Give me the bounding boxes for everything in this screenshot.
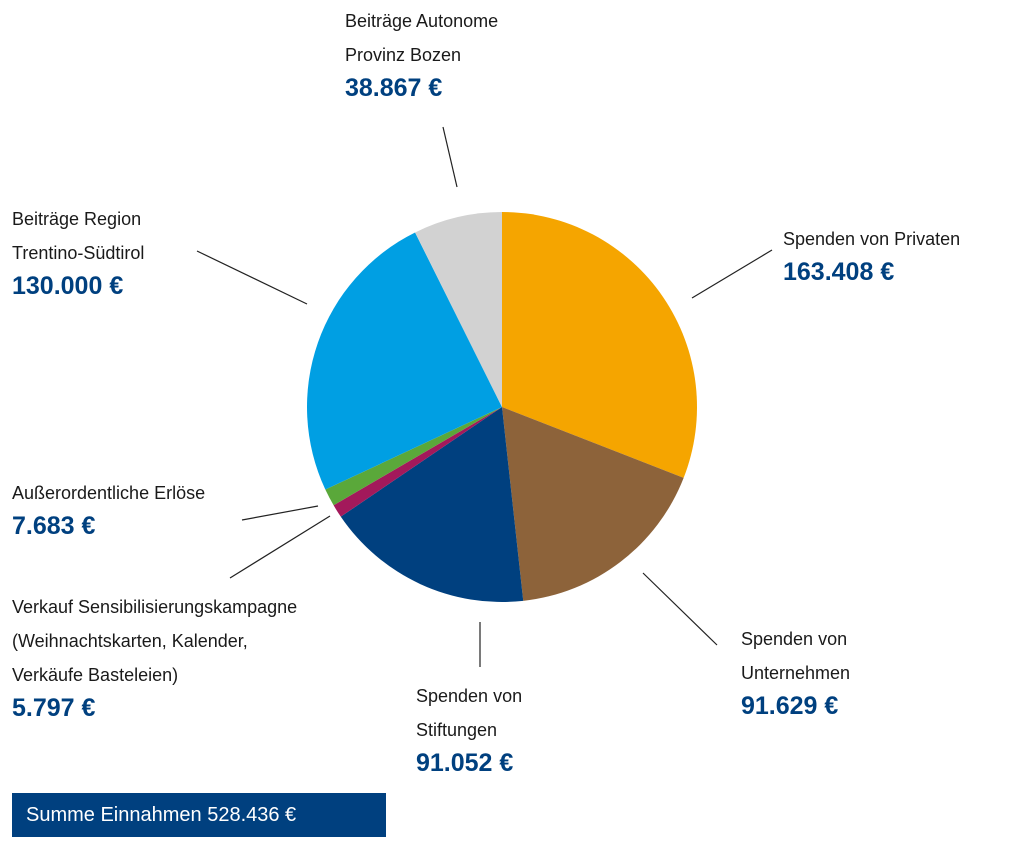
category: Spenden von Unternehmen — [741, 629, 851, 683]
pie-slice — [325, 407, 502, 506]
pie-slice — [306, 232, 502, 490]
category: Beiträge Region Trentino-Südtirol — [12, 209, 145, 263]
value-label: 91.052 € — [416, 749, 514, 777]
pie-slice — [502, 212, 697, 478]
leader-line — [241, 505, 319, 521]
leader-line — [229, 515, 331, 579]
value-label: 38.867 € — [345, 74, 443, 102]
slice-label: Beiträge Region Trentino-Südtirol 130.000… — [12, 202, 144, 302]
leader-line — [196, 250, 308, 305]
category: Spenden von Privaten — [783, 229, 961, 249]
value-label: 130.000 € — [12, 272, 124, 300]
category: Spenden von Stiftungen — [416, 686, 523, 740]
value-label: 91.629 € — [741, 692, 839, 720]
slice-label: Spenden von Unternehmen 91.629 € — [741, 622, 850, 722]
slice-label: Verkauf Sensibilisierungskampagne (Weihn… — [12, 590, 297, 724]
slice-label: Außerordentliche Erlöse 7.683 € — [12, 476, 205, 542]
pie — [306, 212, 697, 603]
slice-label: Spenden von Privaten 163.408 € — [783, 222, 960, 288]
pie-slice — [502, 407, 684, 601]
pie-slice — [333, 407, 502, 517]
leader-line — [642, 572, 718, 646]
total-box: Summe Einnahmen 528.436 € — [12, 793, 386, 837]
value-label: 163.408 € — [783, 258, 895, 286]
category: Verkauf Sensibilisierungskampagne (Weihn… — [12, 597, 298, 685]
category: Außerordentliche Erlöse — [12, 483, 206, 503]
leader-line — [691, 249, 773, 299]
pie-slice — [415, 212, 502, 407]
value-label: 7.683 € — [12, 512, 96, 540]
value-label: 5.797 € — [12, 694, 96, 722]
pie-slice — [340, 407, 524, 603]
leader-line — [442, 126, 458, 188]
category: Beiträge Autonome Provinz Bozen — [345, 11, 499, 65]
slice-label: Spenden von Stiftungen 91.052 € — [416, 679, 522, 779]
slice-label: Beiträge Autonome Provinz Bozen 38.867 € — [345, 4, 498, 104]
